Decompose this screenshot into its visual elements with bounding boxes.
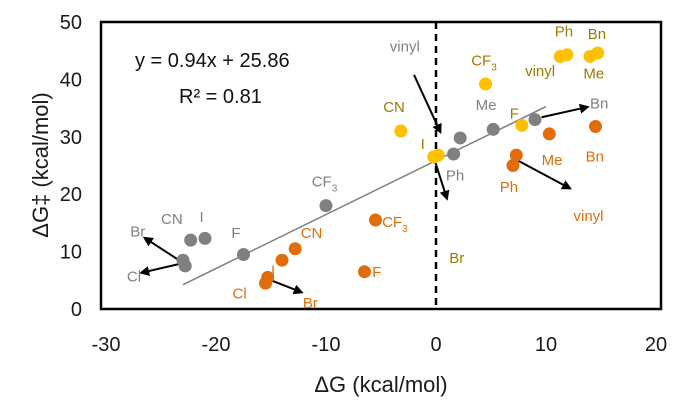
arrow-annotations bbox=[139, 74, 590, 295]
point-label: CN bbox=[383, 99, 405, 116]
point-label: Bn bbox=[590, 96, 608, 113]
y-axis-title: ΔG‡ (kcal/mol) bbox=[28, 92, 53, 238]
arrow bbox=[139, 262, 182, 276]
data-point bbox=[198, 231, 212, 245]
point-label: vinyl bbox=[574, 208, 604, 225]
point-label: Me bbox=[542, 152, 563, 169]
point-label: Ph bbox=[446, 167, 464, 184]
point-label: Me bbox=[583, 65, 604, 82]
point-label: I bbox=[271, 263, 275, 280]
point-label: Br bbox=[449, 250, 464, 267]
point-label: Br bbox=[303, 295, 318, 312]
y-tick-label: 50 bbox=[60, 12, 82, 34]
point-label: Br bbox=[130, 224, 145, 241]
x-tick-label: 10 bbox=[535, 334, 557, 356]
point-label: F bbox=[372, 264, 381, 281]
data-point bbox=[447, 147, 461, 161]
x-tick-labels: -30 -20 -10 0 10 20 bbox=[92, 334, 668, 356]
y-tick-label: 0 bbox=[71, 299, 82, 321]
data-point bbox=[184, 233, 198, 247]
data-point bbox=[178, 259, 192, 273]
data-point bbox=[479, 77, 492, 91]
x-tick-label: 0 bbox=[430, 334, 441, 356]
data-point bbox=[358, 265, 371, 279]
data-point bbox=[542, 127, 556, 141]
x-tick-label: -20 bbox=[202, 334, 231, 356]
data-point bbox=[560, 48, 574, 62]
y-tick-label: 10 bbox=[60, 242, 82, 264]
y-tick-label: 30 bbox=[60, 127, 82, 149]
arrow bbox=[433, 160, 450, 201]
point-label: I bbox=[200, 209, 204, 226]
data-point bbox=[486, 122, 500, 136]
data-point bbox=[237, 247, 250, 261]
point-label: F bbox=[510, 105, 519, 122]
point-label: vinyl bbox=[390, 38, 420, 55]
data-point bbox=[509, 148, 523, 162]
data-point bbox=[288, 242, 302, 256]
point-label: CF3 bbox=[471, 53, 497, 74]
data-points bbox=[176, 46, 605, 290]
x-tick-label: 20 bbox=[645, 334, 667, 356]
arrow bbox=[270, 279, 304, 295]
x-tick-label: -10 bbox=[312, 334, 341, 356]
arrow bbox=[142, 236, 182, 263]
point-label: CN bbox=[301, 225, 323, 242]
point-label: Ph bbox=[500, 179, 518, 196]
point-label: Cl bbox=[127, 268, 141, 285]
data-point bbox=[369, 213, 382, 227]
data-point bbox=[591, 46, 605, 60]
y-tick-label: 20 bbox=[60, 184, 82, 206]
arrow bbox=[413, 74, 442, 135]
point-label: Ph bbox=[555, 23, 573, 40]
point-label: F bbox=[231, 225, 240, 242]
y-tick-labels: 0 10 20 30 40 50 bbox=[60, 12, 82, 321]
point-label: I bbox=[421, 136, 425, 153]
x-tick-label: -30 bbox=[92, 334, 121, 356]
point-labels: Br Cl CN I F CF3 vinyl Me Ph Bn CN I Cl Br F CF3 Ph Me Bn v… bbox=[127, 23, 608, 312]
data-point bbox=[275, 253, 289, 267]
y-tick-label: 40 bbox=[60, 69, 82, 91]
data-point bbox=[261, 270, 275, 284]
fit-r-squared: R² = 0.81 bbox=[179, 86, 262, 108]
data-point bbox=[431, 148, 445, 162]
data-point bbox=[528, 113, 542, 127]
point-label: Bn bbox=[586, 148, 604, 165]
arrow bbox=[518, 160, 572, 190]
arrow bbox=[541, 103, 590, 119]
data-point bbox=[394, 124, 408, 138]
data-point bbox=[319, 199, 333, 213]
point-label: CN bbox=[161, 211, 183, 228]
point-label: CF3 bbox=[382, 214, 408, 235]
point-label: Bn bbox=[588, 26, 606, 43]
data-point bbox=[589, 119, 602, 133]
point-label: vinyl bbox=[525, 63, 555, 80]
x-axis-title: ΔG (kcal/mol) bbox=[314, 372, 447, 397]
point-label: CF3 bbox=[312, 174, 338, 195]
fit-equation: y = 0.94x + 25.86 bbox=[135, 50, 290, 72]
data-point bbox=[506, 159, 520, 172]
plot-area-border bbox=[99, 20, 663, 311]
data-point bbox=[515, 118, 529, 132]
data-point bbox=[453, 131, 467, 145]
point-label: Me bbox=[476, 97, 497, 114]
point-label: Cl bbox=[233, 286, 247, 303]
